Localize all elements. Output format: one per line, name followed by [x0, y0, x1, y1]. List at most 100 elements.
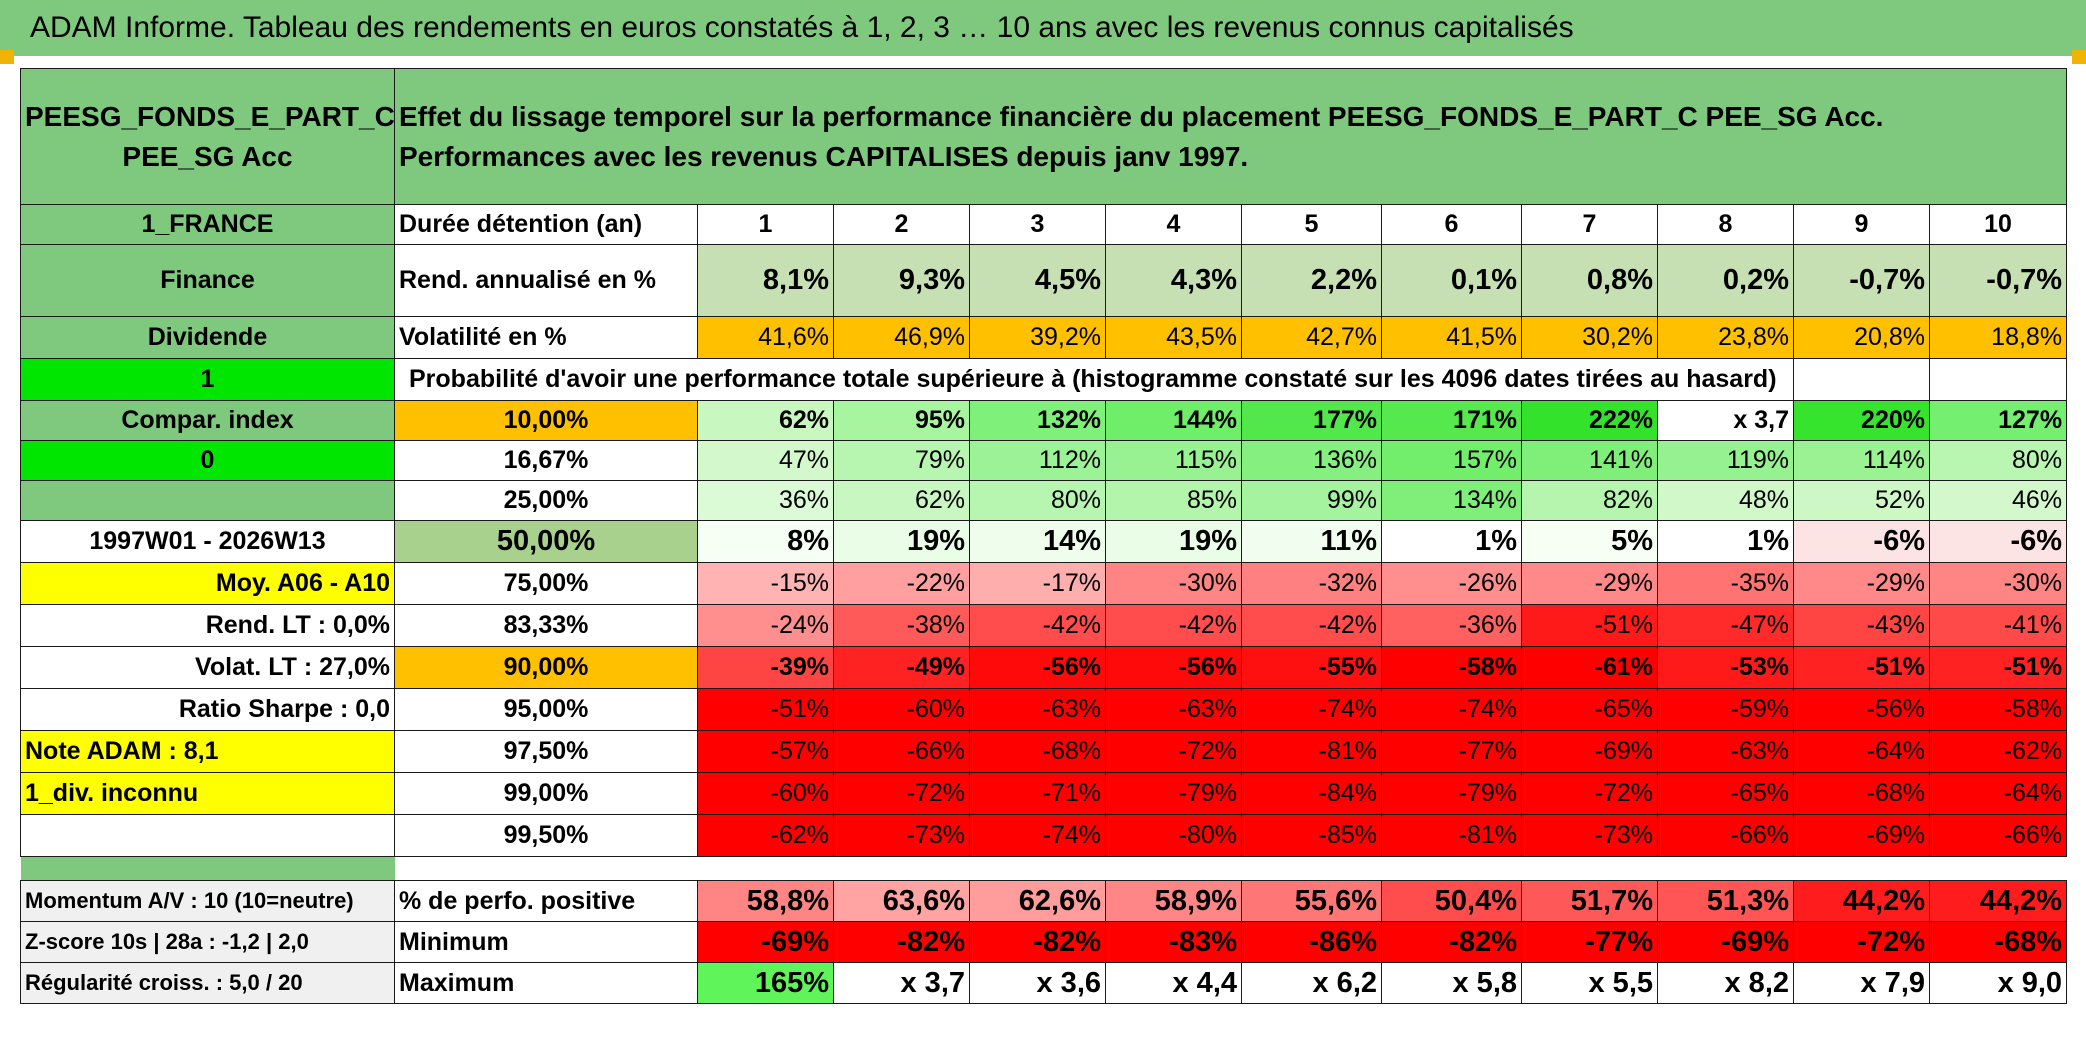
- proba-row: 1 Probabilité d'avoir une performance to…: [20, 358, 2068, 401]
- threshold-label: 10,00%: [394, 400, 698, 441]
- rend-cell: -0,7%: [1793, 244, 1930, 317]
- probability-cell: 19%: [833, 520, 970, 563]
- min-cell: -69%: [1657, 921, 1794, 963]
- probability-cell: -38%: [833, 604, 970, 647]
- probability-cell: -72%: [1521, 772, 1658, 815]
- volat-label: Volatilité en %: [394, 316, 698, 359]
- pos-cell: 44,2%: [1928, 880, 2068, 922]
- pos-row: Momentum A/V : 10 (10=neutre)% de perfo.…: [20, 880, 2068, 922]
- probability-cell: -63%: [1105, 688, 1242, 731]
- probability-row: 1997W01 - 2026W13 50,00% 8% 19% 14% 19% 11% 1% 5…: [20, 520, 2068, 563]
- max-row: Régularité croiss. : 5,0 / 20 Maximum 165%…: [20, 962, 2068, 1004]
- probability-cell: 141%: [1521, 440, 1658, 481]
- probability-cell: -65%: [1521, 688, 1658, 731]
- pos-label: % de perfo. positive: [394, 880, 698, 922]
- blank-green-cell: [20, 480, 395, 521]
- min-cell: -68%: [1928, 921, 2068, 963]
- probability-cell: 134%: [1381, 480, 1522, 521]
- probability-cell: x 3,7: [1657, 400, 1794, 441]
- probability-cell: -29%: [1793, 562, 1930, 605]
- empty-cell: [1793, 358, 1930, 401]
- year-header-3: 3: [969, 204, 1106, 245]
- probability-row: Volat. LT : 27,0% 90,00% -39% -49% -56% -56% -…: [20, 646, 2068, 689]
- probability-cell: -58%: [1928, 688, 2068, 731]
- probability-row: 1_div. inconnu 99,00% -60% -72% -71% -79% -84%…: [20, 772, 2068, 815]
- min-label: Minimum: [394, 921, 698, 963]
- max-cell: x 7,9: [1793, 962, 1930, 1004]
- rend-lt-cell: Rend. LT : 0,0%: [20, 604, 395, 647]
- volat-cell: 39,2%: [969, 316, 1106, 359]
- probability-cell: -60%: [833, 688, 970, 731]
- rend-cell: 9,3%: [833, 244, 970, 317]
- note-adam-cell: Note ADAM : 8,1: [20, 730, 395, 773]
- corner-marker: [0, 50, 14, 64]
- probability-cell: -30%: [1928, 562, 2068, 605]
- probability-cell: -85%: [1241, 814, 1382, 857]
- min-cell: -72%: [1793, 921, 1930, 963]
- probability-row: Note ADAM : 8,1 97,50% -57% -66% -68% -72% -81…: [20, 730, 2068, 773]
- probability-cell: 80%: [969, 480, 1106, 521]
- rend-cell: 0,1%: [1381, 244, 1522, 317]
- probability-cell: -81%: [1381, 814, 1522, 857]
- rend-cell: 0,8%: [1521, 244, 1658, 317]
- div-cell: 1_div. inconnu: [20, 772, 395, 815]
- probability-cell: -61%: [1521, 646, 1658, 689]
- empty-cell: [1928, 358, 2068, 401]
- dividend-cell: Dividende: [20, 316, 395, 359]
- probability-cell: 79%: [833, 440, 970, 481]
- probability-cell: 19%: [1105, 520, 1242, 563]
- pos-cell: 63,6%: [833, 880, 970, 922]
- probability-cell: 220%: [1793, 400, 1930, 441]
- probability-row: Moy. A06 - A10 75,00% -15% -22% -17% -30% -32%…: [20, 562, 2068, 605]
- year-header-1: 1: [697, 204, 834, 245]
- probability-cell: 171%: [1381, 400, 1522, 441]
- probability-cell: 114%: [1793, 440, 1930, 481]
- fund-name-line1: PEESG_FONDS_E_PART_C: [25, 100, 395, 132]
- probability-cell: -74%: [1381, 688, 1522, 731]
- min-cell: -69%: [697, 921, 834, 963]
- year-header-8: 8: [1657, 204, 1794, 245]
- max-label: Maximum: [394, 962, 698, 1004]
- volat-cell: 46,9%: [833, 316, 970, 359]
- rend-cell: 8,1%: [697, 244, 834, 317]
- max-cell: x 8,2: [1657, 962, 1794, 1004]
- probability-cell: -80%: [1105, 814, 1242, 857]
- probability-cell: -56%: [969, 646, 1106, 689]
- probability-cell: 48%: [1657, 480, 1794, 521]
- probability-cell: -26%: [1381, 562, 1522, 605]
- momentum-cell: Momentum A/V : 10 (10=neutre): [20, 880, 395, 922]
- probability-cell: 119%: [1657, 440, 1794, 481]
- volat-cell: 41,6%: [697, 316, 834, 359]
- probability-cell: -62%: [697, 814, 834, 857]
- probability-cell: 36%: [697, 480, 834, 521]
- rend-cell: 2,2%: [1241, 244, 1382, 317]
- probability-cell: -65%: [1657, 772, 1794, 815]
- probability-cell: -47%: [1657, 604, 1794, 647]
- probability-cell: -74%: [969, 814, 1106, 857]
- pos-cell: 50,4%: [1381, 880, 1522, 922]
- sharpe-cell: Ratio Sharpe : 0,0: [20, 688, 395, 731]
- header-text: Effet du lissage temporel sur la perform…: [393, 68, 2068, 205]
- threshold-label: 25,00%: [394, 480, 698, 521]
- rend-cell: 4,3%: [1105, 244, 1242, 317]
- probability-row: 25,00% 36% 62% 80% 85% 99% 134% 82% 48% 52% 46%: [20, 480, 2068, 521]
- threshold-label: 99,00%: [394, 772, 698, 815]
- pos-cell: 58,9%: [1105, 880, 1242, 922]
- min-cell: -86%: [1241, 921, 1382, 963]
- probability-row: 0 16,67% 47% 79% 112% 115% 136% 157% 141% 119% 114…: [20, 440, 2068, 481]
- probability-cell: 177%: [1241, 400, 1382, 441]
- title-bar: ADAM Informe. Tableau des rendements en …: [0, 0, 2086, 56]
- probability-cell: -56%: [1105, 646, 1242, 689]
- pos-cell: 55,6%: [1241, 880, 1382, 922]
- min-row: Z-score 10s | 28a : -1,2 | 2,0 Minimum -69…: [20, 921, 2068, 963]
- probability-cell: -81%: [1241, 730, 1382, 773]
- year-header-5: 5: [1241, 204, 1382, 245]
- pos-cell: 58,8%: [697, 880, 834, 922]
- proba-label: Probabilité d'avoir une performance tota…: [394, 358, 1794, 401]
- probability-cell: -15%: [697, 562, 834, 605]
- probability-cell: -56%: [1793, 688, 1930, 731]
- volat-cell: 23,8%: [1657, 316, 1794, 359]
- probability-cell: 115%: [1105, 440, 1242, 481]
- performance-table: PEESG_FONDS_E_PART_C PEE_SG Acc Effet du…: [20, 68, 2068, 1004]
